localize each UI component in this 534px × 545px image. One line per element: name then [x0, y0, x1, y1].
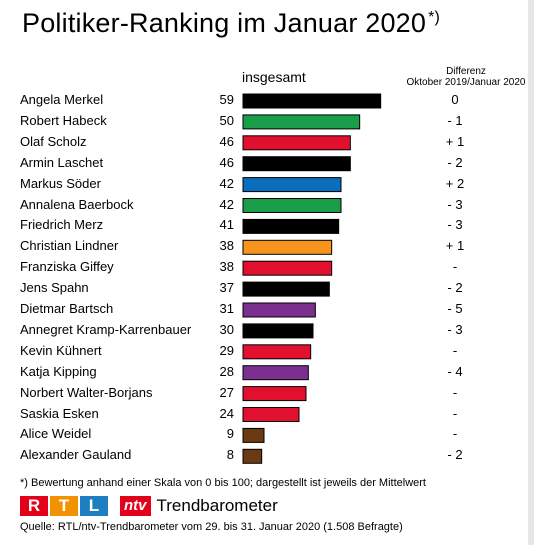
difference-value: + 1	[445, 133, 465, 149]
score-value: 41	[219, 217, 234, 233]
score-bar	[242, 177, 342, 193]
score-value: 59	[219, 92, 234, 107]
footnote: *) Bewertung anhand einer Skala von 0 bi…	[20, 477, 426, 489]
politician-name: Robert Habeck	[20, 112, 107, 128]
score-bar	[242, 239, 333, 255]
score-bar	[242, 302, 316, 318]
column-header-difference: Differenz Oktober 2019/Januar 2020	[398, 66, 534, 88]
score-bar	[242, 281, 330, 297]
score-bar	[242, 386, 307, 402]
score-bar	[242, 365, 309, 381]
score-value: 28	[219, 363, 234, 379]
difference-value: - 3	[447, 217, 463, 233]
score-value: 42	[219, 175, 234, 191]
politician-name: Alice Weidel	[20, 426, 92, 442]
score-value: 31	[219, 301, 234, 316]
score-bar	[242, 448, 263, 464]
difference-value: + 2	[445, 175, 465, 191]
politician-name: Katja Kipping	[20, 363, 97, 379]
difference-value: -	[452, 426, 458, 442]
rtl-logo-t: T	[50, 496, 78, 516]
score-value: 38	[219, 238, 234, 254]
score-value: 24	[219, 405, 234, 421]
score-bar	[242, 323, 314, 339]
trendbarometer-label: Trendbarometer	[156, 496, 278, 515]
difference-value: -	[452, 259, 458, 275]
difference-value: - 2	[447, 154, 463, 170]
diff-header-line2: Oktober 2019/Januar 2020	[406, 77, 526, 88]
score-bar	[242, 156, 351, 172]
score-value: 46	[219, 133, 234, 149]
difference-value: -	[452, 405, 458, 421]
difference-value: + 1	[445, 238, 465, 254]
politician-name: Annegret Kramp-Karrenbauer	[20, 321, 192, 337]
chart-title: Politiker-Ranking im Januar 2020 *)	[22, 8, 440, 39]
difference-value: 0	[451, 92, 459, 107]
score-value: 50	[219, 112, 234, 128]
politician-name: Norbert Walter-Borjans	[20, 384, 153, 400]
score-bar	[242, 135, 351, 151]
rtl-logo-r: R	[20, 496, 48, 516]
score-bar	[242, 260, 333, 276]
brand-logo: R T L ntv Trendbarometer	[20, 495, 278, 517]
difference-value: - 2	[447, 447, 463, 463]
score-value: 27	[219, 384, 234, 400]
politician-name: Friedrich Merz	[20, 217, 104, 233]
score-value: 9	[226, 426, 234, 442]
difference-value: -	[452, 384, 458, 400]
ntv-logo: ntv	[120, 496, 151, 516]
score-bar	[242, 407, 300, 422]
politician-name: Dietmar Bartsch	[20, 301, 114, 316]
score-bar	[242, 198, 342, 213]
politician-name: Franziska Giffey	[20, 259, 114, 275]
title-footnote-mark: *)	[428, 9, 441, 26]
politician-name: Markus Söder	[20, 175, 101, 191]
score-value: 37	[219, 280, 234, 296]
difference-value: - 5	[447, 301, 463, 316]
score-value: 8	[226, 447, 234, 463]
score-value: 46	[219, 154, 234, 170]
chart-title-text: Politiker-Ranking im Januar 2020	[22, 8, 427, 38]
score-bar	[242, 114, 361, 130]
rtl-logo-l: L	[80, 496, 108, 516]
score-value: 42	[219, 196, 234, 212]
difference-value: - 3	[447, 196, 463, 212]
difference-value: -	[452, 342, 458, 358]
score-value: 29	[219, 342, 234, 358]
difference-value: - 2	[447, 280, 463, 296]
politician-name: Angela Merkel	[20, 92, 104, 107]
politician-name: Jens Spahn	[20, 280, 89, 296]
score-bar	[242, 344, 312, 360]
score-bar	[242, 427, 265, 443]
score-bar	[242, 93, 382, 109]
politician-name: Alexander Gauland	[20, 447, 132, 463]
rtl-logo: R T L	[20, 496, 108, 516]
politician-name: Kevin Kühnert	[20, 342, 102, 358]
politician-name: Armin Laschet	[20, 154, 104, 170]
column-header-overall: insgesamt	[242, 69, 306, 85]
difference-value: - 4	[447, 363, 463, 379]
politician-name: Annalena Baerbock	[20, 196, 134, 212]
score-value: 38	[219, 259, 234, 275]
score-bar	[242, 218, 340, 234]
difference-value: - 1	[447, 112, 463, 128]
source-note: Quelle: RTL/ntv-Trendbarometer vom 29. b…	[20, 521, 403, 533]
politician-name: Olaf Scholz	[20, 133, 87, 149]
diff-header-line1: Differenz	[446, 66, 486, 77]
politician-name: Saskia Esken	[20, 405, 99, 421]
difference-value: - 3	[447, 321, 463, 337]
score-value: 30	[219, 321, 234, 337]
politician-name: Christian Lindner	[20, 238, 119, 254]
